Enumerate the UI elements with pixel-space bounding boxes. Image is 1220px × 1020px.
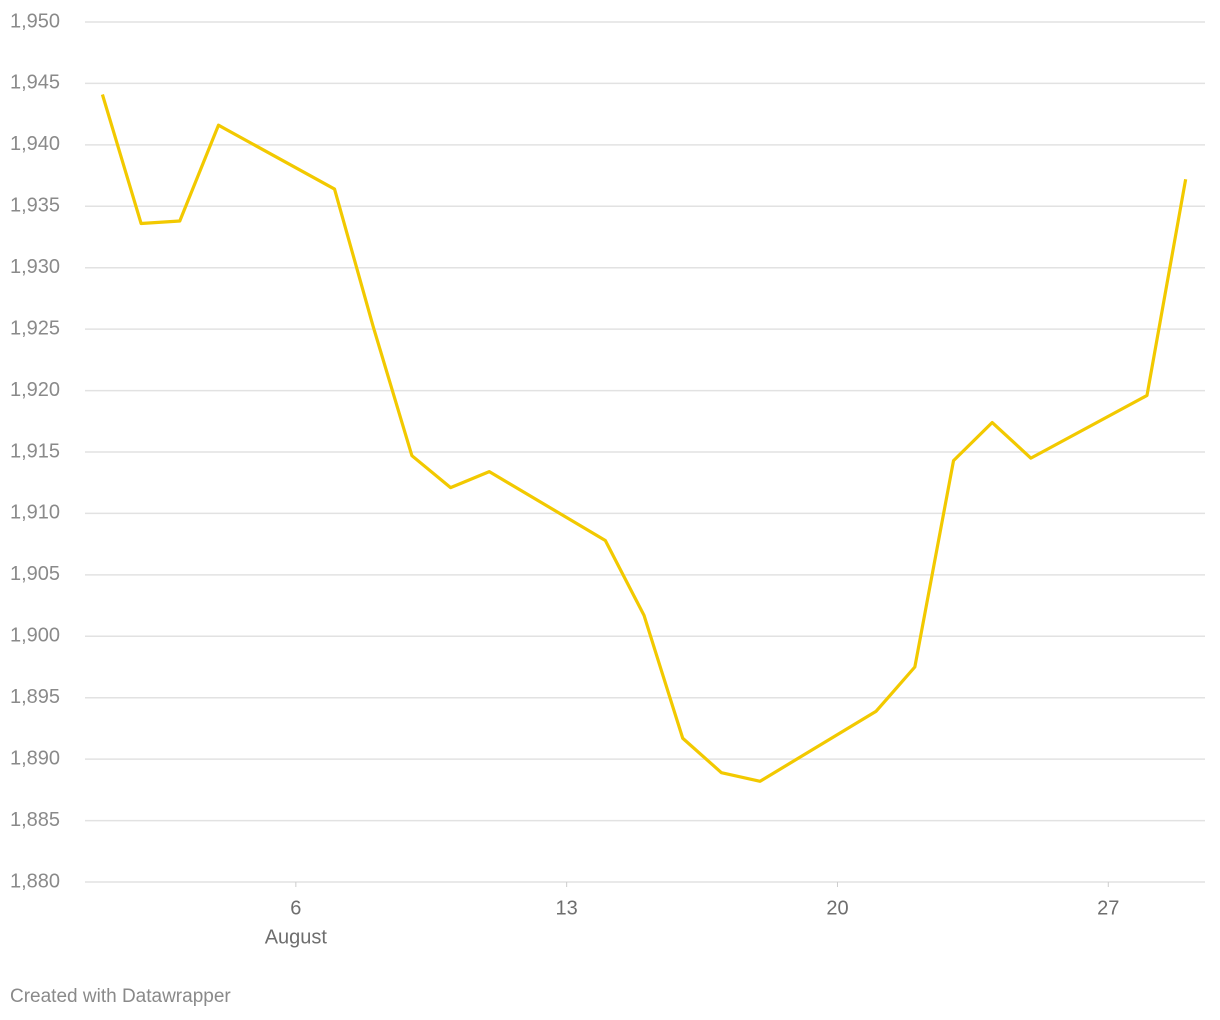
y-tick-label: 1,890 [10,747,60,769]
y-tick-label: 1,885 [10,809,60,831]
line [100,94,1188,783]
x-tick-label: 6 [290,897,301,919]
y-tick-label: 1,880 [10,870,60,892]
y-tick-label: 1,900 [10,625,60,647]
y-tick-label: 1,910 [10,502,60,524]
y-tick-label: 1,930 [10,256,60,278]
y-tick-label: 1,950 [10,10,60,32]
x-tick-label: 20 [826,897,848,919]
credit: Created with Datawrapper [10,986,231,1007]
x-tick-label: 27 [1097,897,1119,919]
y-tick-label: 1,940 [10,133,60,155]
x-tick-label: 13 [556,897,578,919]
y-tick-label: 1,945 [10,72,60,94]
y-tick-label: 1,905 [10,563,60,585]
y-tick-label: 1,915 [10,440,60,462]
y-tick-label: 1,920 [10,379,60,401]
y-tick-label: 1,935 [10,195,60,217]
x-month-label: August [265,926,328,948]
y-tick-label: 1,925 [10,317,60,339]
y-tick-label: 1,895 [10,686,60,708]
